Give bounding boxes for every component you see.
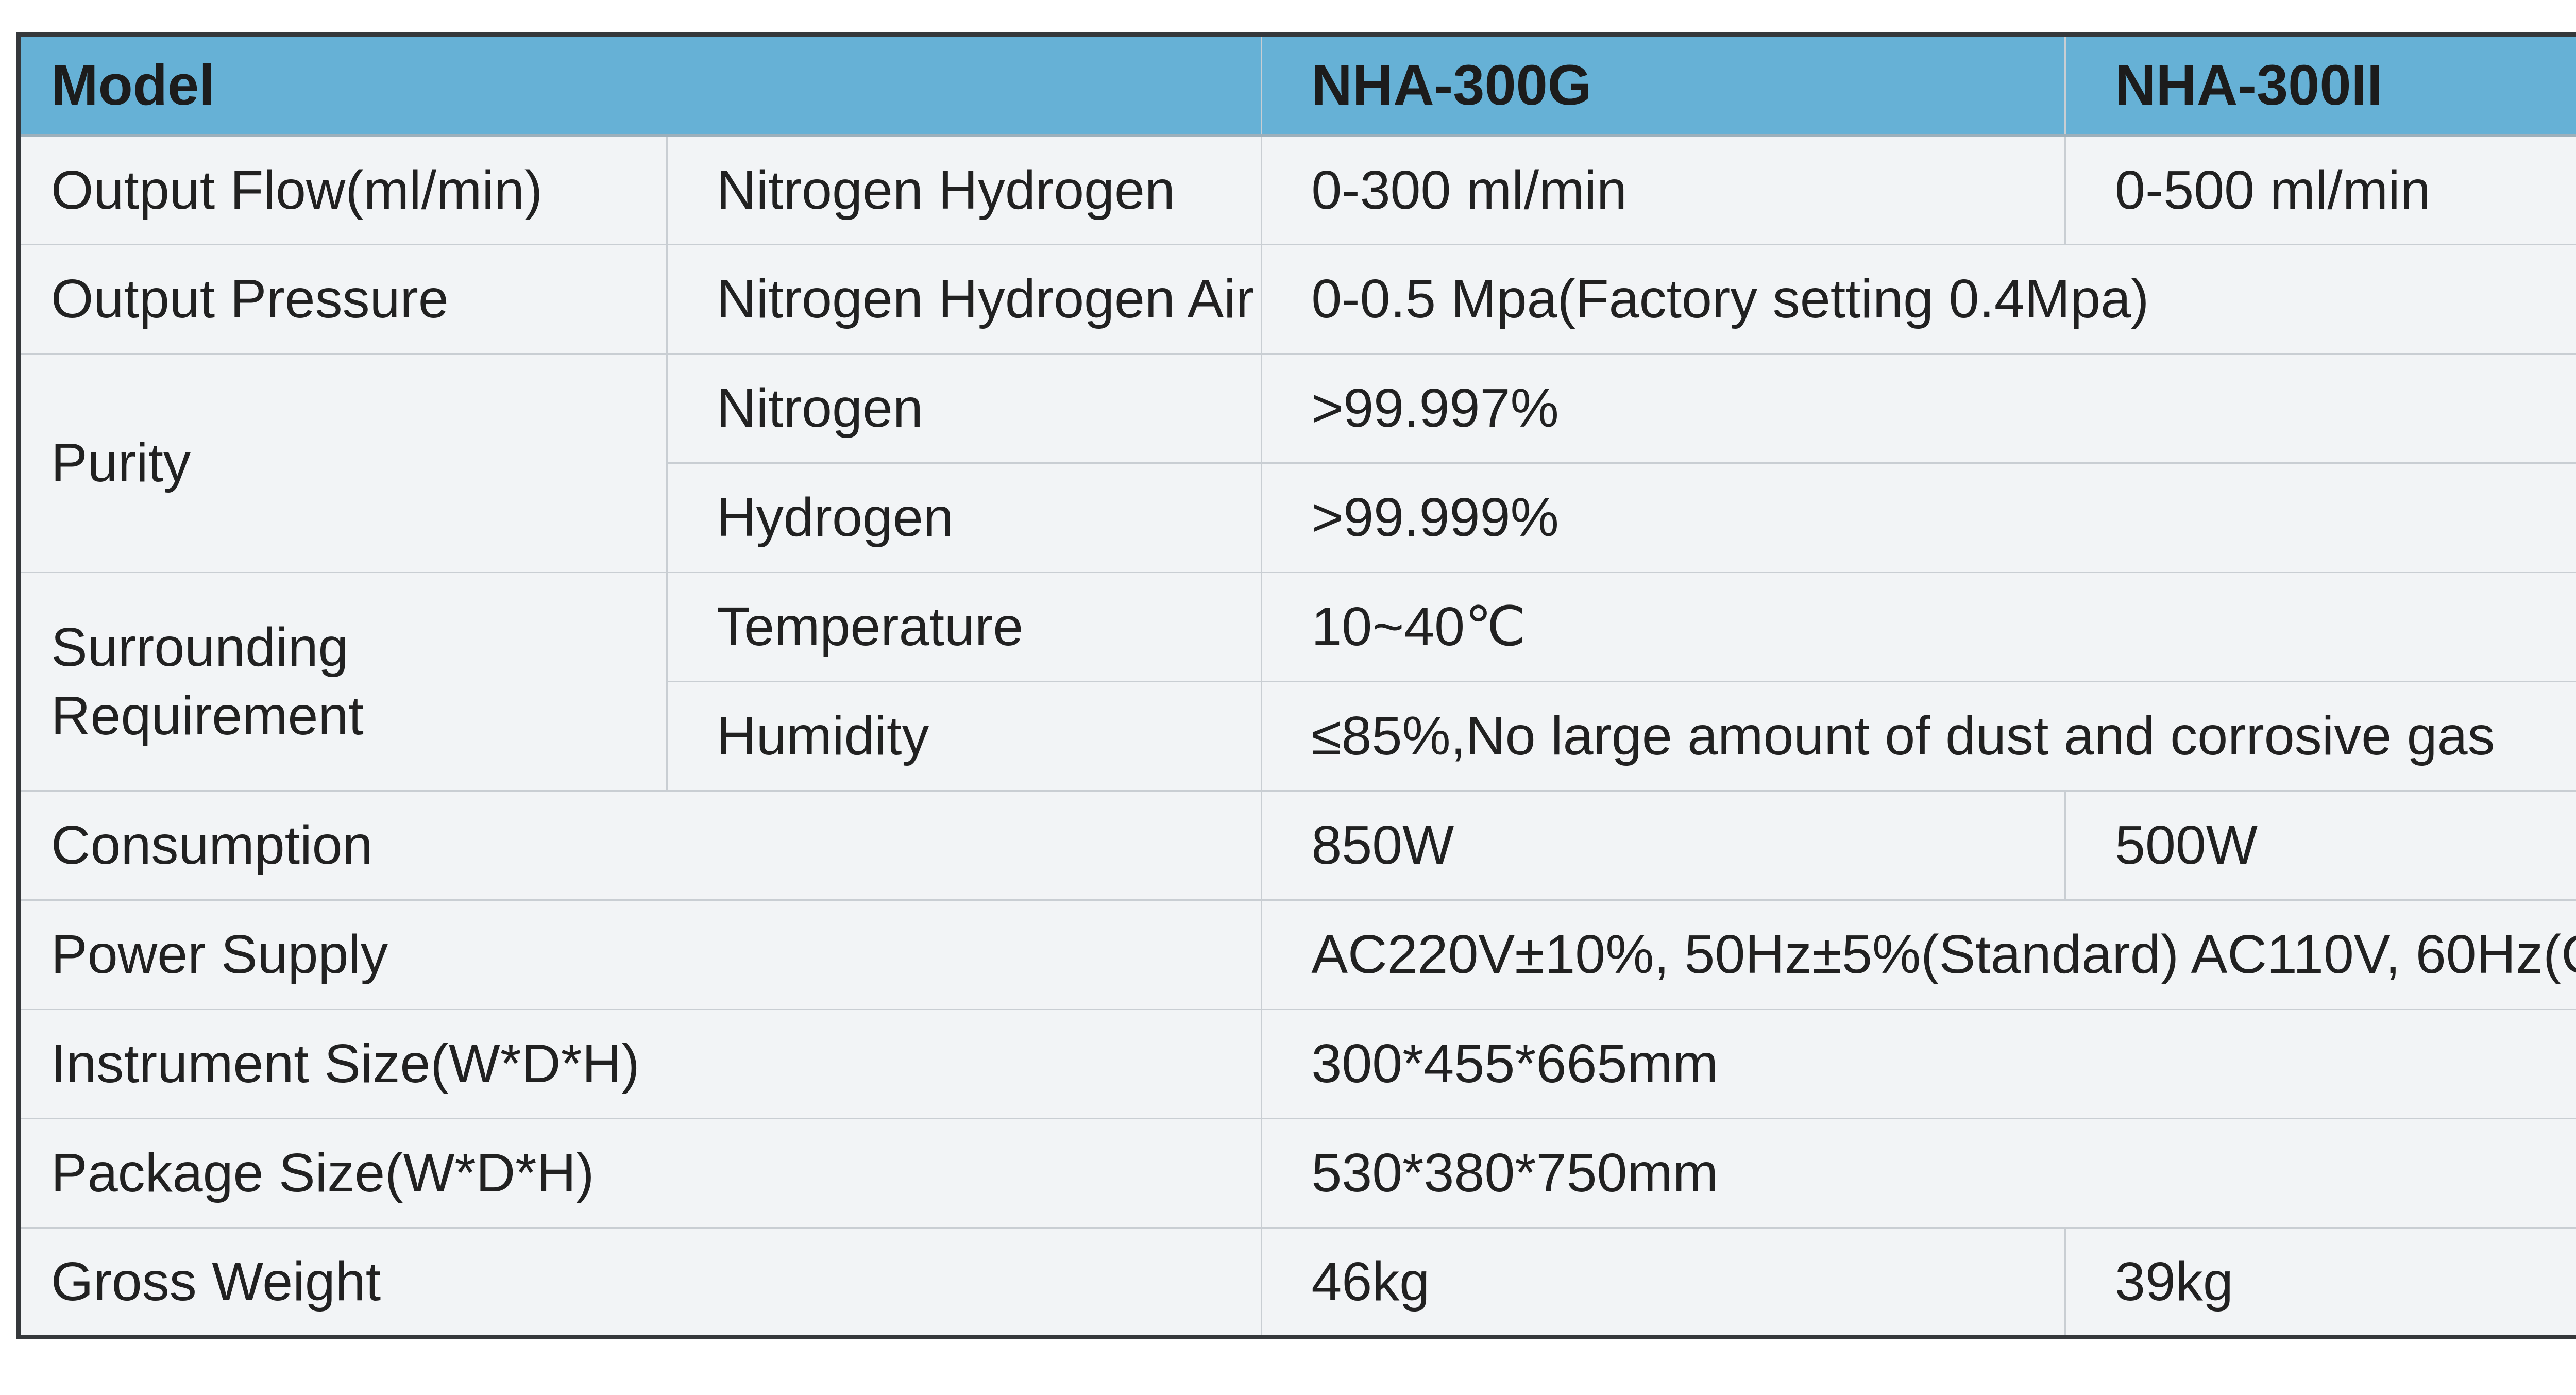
temperature-value: 10~40℃: [1261, 572, 2576, 682]
instrument-size-value: 300*455*665mm: [1261, 1009, 2576, 1119]
output-flow-value-300ii: 0-500 ml/min: [2064, 135, 2576, 245]
purity-nitrogen-value: >99.997%: [1261, 353, 2576, 464]
output-flow-value-300g: 0-300 ml/min: [1261, 135, 2066, 245]
gross-weight-value-300ii: 39kg: [2064, 1227, 2576, 1338]
consumption-label: Consumption: [18, 790, 1263, 901]
row-purity-hydrogen: Hydrogen >99.999%: [19, 462, 2576, 573]
output-pressure-label: Output Pressure: [18, 244, 668, 355]
output-pressure-value: 0-0.5 Mpa(Factory setting 0.4Mpa): [1261, 244, 2576, 355]
table-header-row: Model NHA-300G NHA-300II: [18, 34, 2576, 137]
header-nha-300g: NHA-300G: [1261, 34, 2066, 137]
consumption-value-300ii: 500W: [2064, 790, 2576, 901]
output-pressure-sublabel: Nitrogen Hydrogen Air: [666, 244, 1263, 355]
power-supply-label: Power Supply: [18, 899, 1263, 1010]
header-model: Model: [18, 34, 1263, 137]
row-power-supply: Power Supply AC220V±10%, 50Hz±5%(Standar…: [18, 899, 2576, 1010]
row-output-flow: Output Flow(ml/min) Nitrogen Hydrogen 0-…: [18, 135, 2576, 245]
temperature-label: Temperature: [666, 572, 1263, 682]
row-surrounding-temperature: Surrounding Requirement Temperature 10~4…: [18, 572, 2576, 792]
purity-hydrogen-value: >99.999%: [1261, 462, 2576, 573]
instrument-size-label: Instrument Size(W*D*H): [18, 1009, 1263, 1119]
row-output-pressure: Output Pressure Nitrogen Hydrogen Air 0-…: [18, 244, 2576, 355]
humidity-label: Humidity: [666, 681, 1263, 792]
row-purity-nitrogen: Purity Nitrogen >99.997%: [18, 353, 2576, 573]
row-gross-weight: Gross Weight 46kg 39kg: [18, 1227, 2576, 1338]
spec-table: Model NHA-300G NHA-300II Output Flow(ml/…: [16, 32, 2576, 1339]
surrounding-requirement-label: Surrounding Requirement: [18, 572, 668, 792]
power-supply-value: AC220V±10%, 50Hz±5%(Standard) AC110V, 60…: [1261, 899, 2576, 1010]
row-package-size: Package Size(W*D*H) 530*380*750mm: [18, 1118, 2576, 1229]
output-flow-sublabel: Nitrogen Hydrogen: [666, 135, 1263, 245]
consumption-value-300g: 850W: [1261, 790, 2066, 901]
gross-weight-label: Gross Weight: [18, 1227, 1263, 1338]
gross-weight-value-300g: 46kg: [1261, 1227, 2066, 1338]
purity-label: Purity: [18, 353, 668, 573]
output-flow-label: Output Flow(ml/min): [18, 135, 668, 245]
purity-nitrogen-label: Nitrogen: [666, 353, 1263, 464]
package-size-label: Package Size(W*D*H): [18, 1118, 1263, 1229]
row-surrounding-humidity: Humidity ≤85%,No large amount of dust an…: [19, 681, 2576, 792]
humidity-value: ≤85%,No large amount of dust and corrosi…: [1261, 681, 2576, 792]
package-size-value: 530*380*750mm: [1261, 1118, 2576, 1229]
header-nha-300ii: NHA-300II: [2064, 34, 2576, 137]
row-instrument-size: Instrument Size(W*D*H) 300*455*665mm: [18, 1009, 2576, 1119]
row-consumption: Consumption 850W 500W: [18, 790, 2576, 901]
purity-hydrogen-label: Hydrogen: [666, 462, 1263, 573]
